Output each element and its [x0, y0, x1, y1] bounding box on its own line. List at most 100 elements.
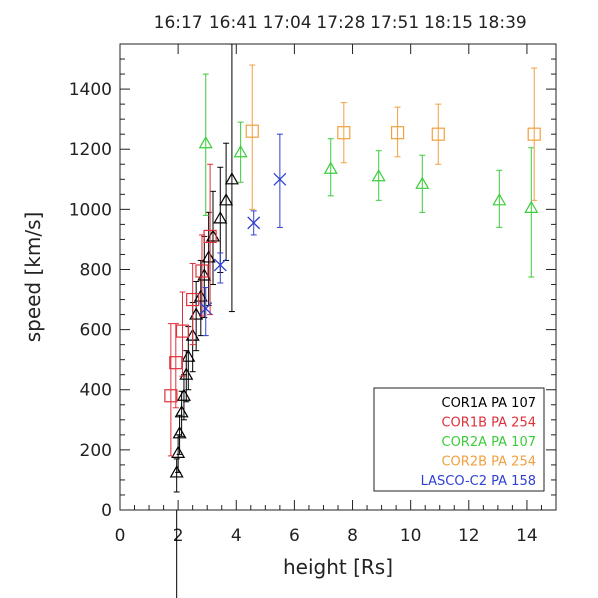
y-tick-label: 600 — [80, 321, 112, 341]
triangle-marker — [213, 211, 228, 224]
triangle-marker — [176, 388, 191, 401]
square-marker — [337, 126, 351, 140]
triangle-marker — [492, 193, 507, 206]
square-marker — [527, 127, 541, 141]
y-tick-label: 200 — [80, 441, 112, 461]
x-tick-label: 8 — [347, 526, 358, 546]
top-time-label: 17:04 — [263, 13, 312, 33]
y-tick-label: 0 — [101, 501, 112, 521]
triangle-marker — [197, 268, 212, 281]
error-bar — [202, 287, 209, 337]
data-point — [527, 67, 541, 201]
y-tick-label: 1400 — [69, 80, 112, 100]
triangle-marker — [181, 349, 196, 362]
triangle-marker — [169, 465, 184, 478]
x-tick-label: 0 — [115, 526, 126, 546]
top-time-label: 18:39 — [478, 13, 527, 33]
error-bar — [496, 169, 503, 228]
error-bar — [189, 262, 196, 346]
data-point — [233, 121, 248, 183]
data-point — [390, 106, 405, 158]
error-bar — [228, 44, 235, 313]
legend-entry: COR2A PA 107 — [442, 435, 537, 450]
top-time-axis: 16:17 16:41 17:04 17:28 17:51 18:15 18:39 — [154, 13, 527, 33]
legend-entry: COR1A PA 107 — [442, 396, 537, 411]
series-4 — [199, 133, 287, 337]
triangle-marker — [201, 250, 216, 263]
y-axis-title: speed [km/s] — [21, 212, 45, 343]
data-point — [247, 210, 261, 236]
triangle-marker — [323, 161, 338, 174]
error-bar — [207, 163, 214, 316]
top-time-label: 16:17 — [154, 13, 203, 33]
top-time-label: 17:51 — [370, 13, 419, 33]
error-bar — [205, 211, 212, 307]
error-bar — [210, 190, 217, 286]
error-bar — [419, 154, 426, 213]
x-tick-label: 4 — [231, 526, 242, 546]
data-point — [203, 163, 217, 316]
error-bar — [276, 133, 283, 228]
data-point — [371, 150, 386, 201]
triangle-marker — [415, 176, 430, 189]
error-bar — [327, 138, 334, 197]
error-bar — [172, 323, 179, 409]
x-marker-stroke — [199, 302, 213, 316]
error-bar — [217, 252, 224, 284]
data-point — [169, 458, 184, 493]
triangle-marker — [371, 169, 386, 182]
data-point — [524, 147, 539, 278]
error-bar — [202, 73, 209, 216]
error-bar — [531, 67, 538, 201]
top-time-label: 16:41 — [209, 13, 258, 33]
x-tick-label: 10 — [400, 526, 422, 546]
x-tick-label: 14 — [516, 526, 538, 546]
y-axis: 0 200 400 600 800 1000 1200 1400 — [69, 58, 556, 521]
data-point — [337, 102, 351, 164]
data-point — [492, 169, 507, 228]
top-time-label: 17:28 — [316, 13, 365, 33]
data-point — [245, 64, 259, 210]
data-point — [171, 434, 186, 473]
series-3 — [245, 64, 541, 210]
data-point — [201, 211, 216, 307]
square-marker — [195, 264, 209, 278]
square-marker — [203, 229, 217, 244]
data-point — [415, 154, 430, 213]
square-marker — [186, 292, 200, 307]
square-marker — [175, 324, 190, 338]
y-tick-label: 1000 — [69, 200, 112, 220]
data-point — [219, 142, 234, 261]
data-point — [224, 44, 239, 313]
top-time-label: 18:15 — [424, 13, 473, 33]
error-bar — [435, 103, 442, 165]
data-point — [323, 138, 338, 197]
x-tick-label: 12 — [458, 526, 480, 546]
triangle-marker — [172, 426, 187, 439]
error-bar — [179, 291, 186, 377]
legend: COR1A PA 107 COR1B PA 254 COR2A PA 107 COR2… — [373, 387, 545, 492]
error-bar — [375, 150, 382, 201]
y-tick-label: 800 — [80, 260, 112, 280]
x-marker-stroke — [247, 216, 261, 230]
data-point — [198, 73, 213, 216]
x-marker-stroke — [213, 258, 227, 272]
x-tick-label: 2 — [173, 526, 184, 546]
data-point — [273, 133, 287, 228]
series-0 — [169, 44, 239, 493]
data-point — [175, 291, 190, 377]
triangle-marker — [198, 136, 213, 149]
data-point — [213, 252, 227, 284]
error-bar — [173, 458, 180, 493]
series-1 — [164, 163, 217, 457]
triangle-marker — [179, 367, 194, 380]
square-marker — [390, 126, 405, 140]
square-marker — [169, 356, 183, 370]
data-point — [199, 287, 213, 337]
error-bar — [175, 434, 182, 473]
error-bar — [237, 121, 244, 183]
y-tick-label: 1200 — [69, 140, 112, 160]
error-bar — [340, 102, 347, 164]
legend-entry: COR2B PA 254 — [441, 455, 536, 470]
legend-entry: LASCO-C2 PA 158 — [421, 474, 536, 489]
